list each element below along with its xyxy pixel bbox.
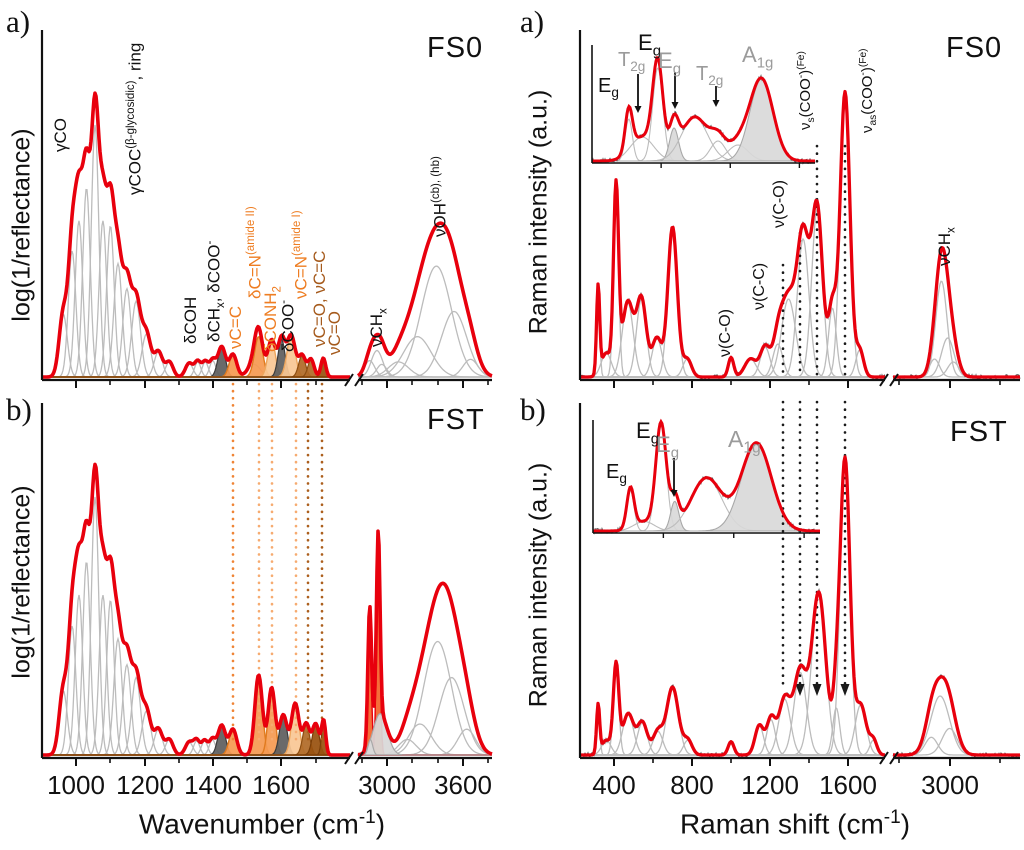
axes-layer [40, 30, 1020, 766]
label-eg-fst-3: Eg [656, 432, 680, 462]
label-delta-coh: δCOH [181, 296, 200, 344]
fst-ir-x-tick-label: 1000 [47, 770, 105, 800]
connector-arrowhead-icon [812, 684, 822, 696]
fs0-raman-envelope [892, 246, 1021, 379]
left-x-axis-title: Wavenumber (cm-1) [138, 807, 386, 840]
fs0-raman-axis-break-mark [879, 373, 889, 387]
label-nu-as-coo-fe: νas(COO-)(Fe) [858, 48, 879, 133]
fst-ir-x-tick-label: 1200 [116, 770, 174, 800]
fst-raman-axis-break-mark [879, 751, 889, 765]
label-a1g: A1g [742, 42, 774, 72]
right-x-axis-title: Raman shift (cm-1) [679, 807, 911, 840]
label-eg-fst-2: Eg [636, 418, 660, 448]
panel-letter-a-right: a) [520, 4, 545, 39]
label-delta-cn-amide2: δC=N(amide II) [245, 206, 265, 299]
fst-raman-envelope [579, 455, 886, 757]
fst-raman-x-tick-label: 400 [592, 770, 636, 800]
label-nu-co-1: ν(C-O) [717, 309, 734, 357]
y-axis-label-ir-bottom: log(1/reflectance) [7, 485, 36, 679]
fst-ir-x-tick-label: 3600 [434, 770, 492, 800]
y-axis-label-raman-bottom: Raman intensity (a.u.) [524, 462, 553, 708]
fst-raman-x-tick-label: 1600 [819, 770, 877, 800]
fs0-ir-component [358, 336, 492, 378]
inset-annotation-arrowhead-icon [670, 490, 678, 497]
fst-raman-x-tick-label: 1200 [741, 770, 799, 800]
fst-ir-envelope [41, 462, 351, 757]
fst-ir-axis-break-mark [344, 751, 354, 765]
label-nu-s-coo-fe: νs(COO-)(Fe) [796, 51, 817, 130]
fs0-ir-axis-break-mark [344, 373, 354, 387]
connector-arrowhead-icon [795, 684, 805, 696]
fst-raman-x-tick-label: 3000 [921, 770, 979, 800]
fst-ir-x-tick-label: 3000 [358, 770, 416, 800]
label-eg-2: Eg [638, 30, 662, 60]
envelope-curves-layer [41, 56, 1021, 759]
fs0-raman-inset-envelope [592, 56, 815, 163]
panel-letter-b-right: b) [520, 392, 546, 427]
fs0-raman-component [580, 349, 885, 378]
label-nu-chx: νCHx [367, 308, 390, 347]
connector-arrowhead-icon [840, 684, 850, 696]
fs0-ir-envelope [41, 91, 351, 379]
label-eg-1: Eg [598, 75, 619, 100]
y-axis-label-raman-top: Raman intensity (a.u.) [524, 89, 553, 335]
fst-ir-filled-component [358, 738, 492, 756]
fst-ir-axis-break-mark [354, 751, 364, 765]
fs0-raman-axis-break-mark [889, 373, 899, 387]
label-nu-oh: νOH(cb), (hb) [430, 156, 450, 237]
label-eg-fst-1: Eg [606, 461, 627, 486]
fst-ir-x-tick-label: 1400 [184, 770, 242, 800]
fs0-ir-component [358, 358, 493, 378]
label-a1g-fst: A1g [728, 426, 761, 457]
fs0-ir-envelope [356, 221, 493, 378]
label-gamma-co: γCO [51, 118, 70, 152]
fst-raman-inset-envelope [593, 418, 820, 533]
sample-label-fst-ir: FST [427, 404, 485, 436]
inset-annotation-arrowhead-icon [634, 106, 642, 113]
fs0-ir-axis-break-mark [354, 373, 364, 387]
panel-letter-a-left: a) [6, 4, 31, 39]
panel-letter-b-left: b) [6, 392, 32, 427]
sample-label-fs0-raman: FS0 [946, 32, 1003, 64]
label-nu-ccarbon: ν(C-C) [751, 262, 768, 310]
fst-ir-filled-component [42, 720, 350, 756]
label-delta-coo: δCOO- [278, 299, 298, 352]
fst-ir-x-tick-label: 1600 [252, 770, 310, 800]
fst-raman-envelope [892, 675, 1021, 757]
fst-raman-axis-break-mark [889, 751, 899, 765]
label-delta-chx-coo: δCHx, δCOO- [204, 240, 228, 342]
inset-annotation-arrowhead-icon [671, 102, 679, 109]
fst-raman-component [580, 739, 885, 756]
fst-ir-envelope [357, 529, 493, 757]
label-nu-co-2: ν(C-O) [771, 180, 788, 228]
label-eg-3: Eg [658, 48, 682, 78]
fst-raman-x-tick-label: 800 [670, 770, 714, 800]
label-t2g-2: T2g [696, 63, 724, 88]
label-t2g-1: T2g [618, 49, 646, 74]
label-nu-chx-raman: νCHx [935, 227, 958, 266]
label-nu-co: νC=O [325, 311, 344, 355]
y-axis-label-ir-top: log(1/reflectance) [7, 128, 36, 322]
sample-label-fs0-ir: FS0 [427, 32, 484, 64]
sample-label-fst-raman: FST [950, 416, 1008, 448]
fs0-raman-envelope [579, 89, 886, 379]
label-nu-cc: νC=C [226, 306, 245, 349]
inset-annotation-arrowhead-icon [712, 100, 720, 107]
label-nu-cn-amide1: νC=N(amide I) [291, 210, 311, 299]
label-gamma-coc: γCOC(β-glycosidic), ring [125, 42, 145, 195]
